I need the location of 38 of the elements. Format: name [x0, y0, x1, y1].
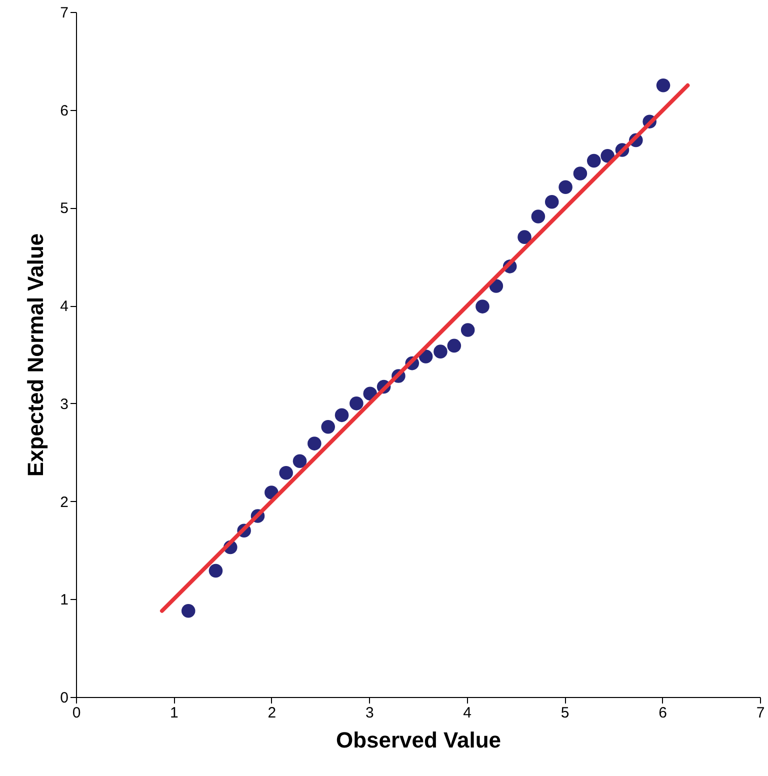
point: [334, 408, 349, 422]
x-tick-label: 4: [463, 704, 472, 722]
y-axis-title: Expected Normal Value: [23, 233, 48, 477]
point: [208, 564, 223, 578]
point: [434, 344, 448, 358]
y-tick-label: 2: [60, 494, 68, 511]
x-tick-label: 1: [170, 704, 178, 722]
x-tick-label: 3: [365, 704, 374, 722]
point: [558, 180, 572, 194]
y-tick-label: 3: [60, 396, 68, 413]
y-tick-label: 4: [60, 298, 68, 316]
point: [476, 300, 490, 314]
x-axis-title: Observed Value: [336, 728, 502, 752]
x-tick-label: 0: [72, 704, 81, 722]
x-tick-label: 5: [560, 704, 570, 722]
point: [586, 154, 601, 168]
point: [600, 148, 614, 163]
y-tick-label: 7: [60, 4, 68, 22]
point: [321, 420, 335, 434]
point: [181, 604, 196, 618]
y-tick-label: 5: [60, 200, 68, 218]
y-tick-label: 6: [60, 102, 68, 120]
point: [460, 323, 475, 337]
point: [573, 166, 588, 180]
point: [447, 338, 462, 353]
point: [308, 436, 322, 450]
x-tick-label: 2: [268, 704, 276, 722]
point: [292, 454, 307, 468]
y-tick-label: 0: [60, 690, 68, 706]
x-tick-label: 7: [756, 704, 765, 722]
x-tick-label: 6: [658, 704, 667, 722]
y-tick-label: 1: [60, 592, 68, 609]
point: [279, 466, 293, 480]
point: [531, 210, 546, 224]
point: [518, 230, 532, 244]
point: [544, 194, 559, 209]
point: [350, 396, 364, 410]
point: [656, 78, 670, 92]
